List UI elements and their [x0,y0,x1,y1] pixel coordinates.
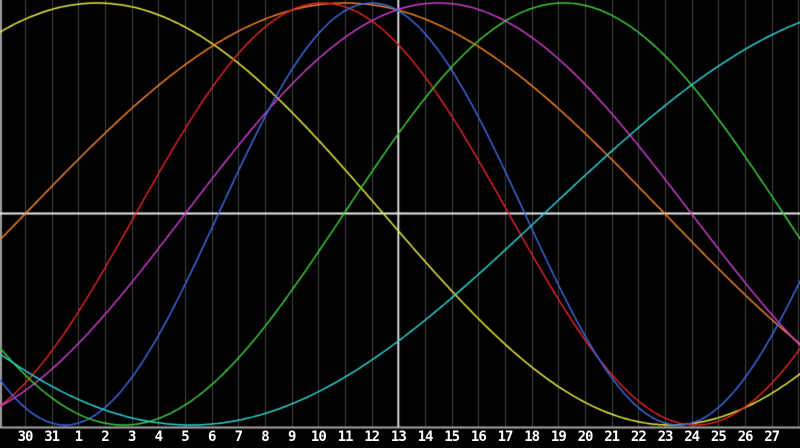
x-axis-label-day-23: 23 [657,429,674,445]
x-axis-label-day-26: 26 [737,429,754,445]
x-axis-label-day-19: 19 [550,429,567,445]
x-axis-label-day-15: 15 [444,429,460,445]
x-axis-label-day-25: 25 [710,429,727,445]
x-axis-label-day-2: 2 [101,429,110,445]
x-axis-label-day-27: 27 [764,429,780,445]
x-axis-label-day-14: 14 [417,429,434,445]
x-axis-label-day-20: 20 [577,429,594,445]
x-axis-label-day-12: 12 [364,429,380,445]
x-axis-label-day-6: 6 [207,429,217,445]
x-axis-label-day-24: 24 [684,429,700,445]
x-axis-label-day-11: 11 [337,429,354,445]
x-axis-label-day-30: 30 [17,429,34,445]
x-axis-day-labels: 30 31 1 2 3 4 5 6 7 8 9 10 11 12 13 14 15 16 17 18 19 20 21 22 2… [0,429,800,448]
x-axis-label-day-8: 8 [261,429,270,445]
x-axis-label-day-31: 31 [44,429,60,445]
x-axis-label-day-17: 17 [497,429,514,445]
x-axis-label-day-18: 18 [524,429,540,445]
x-axis-label-day-4: 4 [154,429,164,445]
x-axis-label-day-5: 5 [181,429,190,445]
x-axis-label-day-9: 9 [287,429,297,445]
x-axis-label-day-7: 7 [234,429,244,445]
x-axis-label-day-16: 16 [470,429,487,445]
x-axis-label-day-3: 3 [127,429,137,445]
x-axis-label-day-22: 22 [630,429,647,445]
x-axis-label-day-10: 10 [310,429,327,445]
x-axis-label-day-13: 13 [390,429,407,445]
x-axis-label-day-21: 21 [604,429,620,445]
x-axis-label-day-1: 1 [74,429,84,445]
